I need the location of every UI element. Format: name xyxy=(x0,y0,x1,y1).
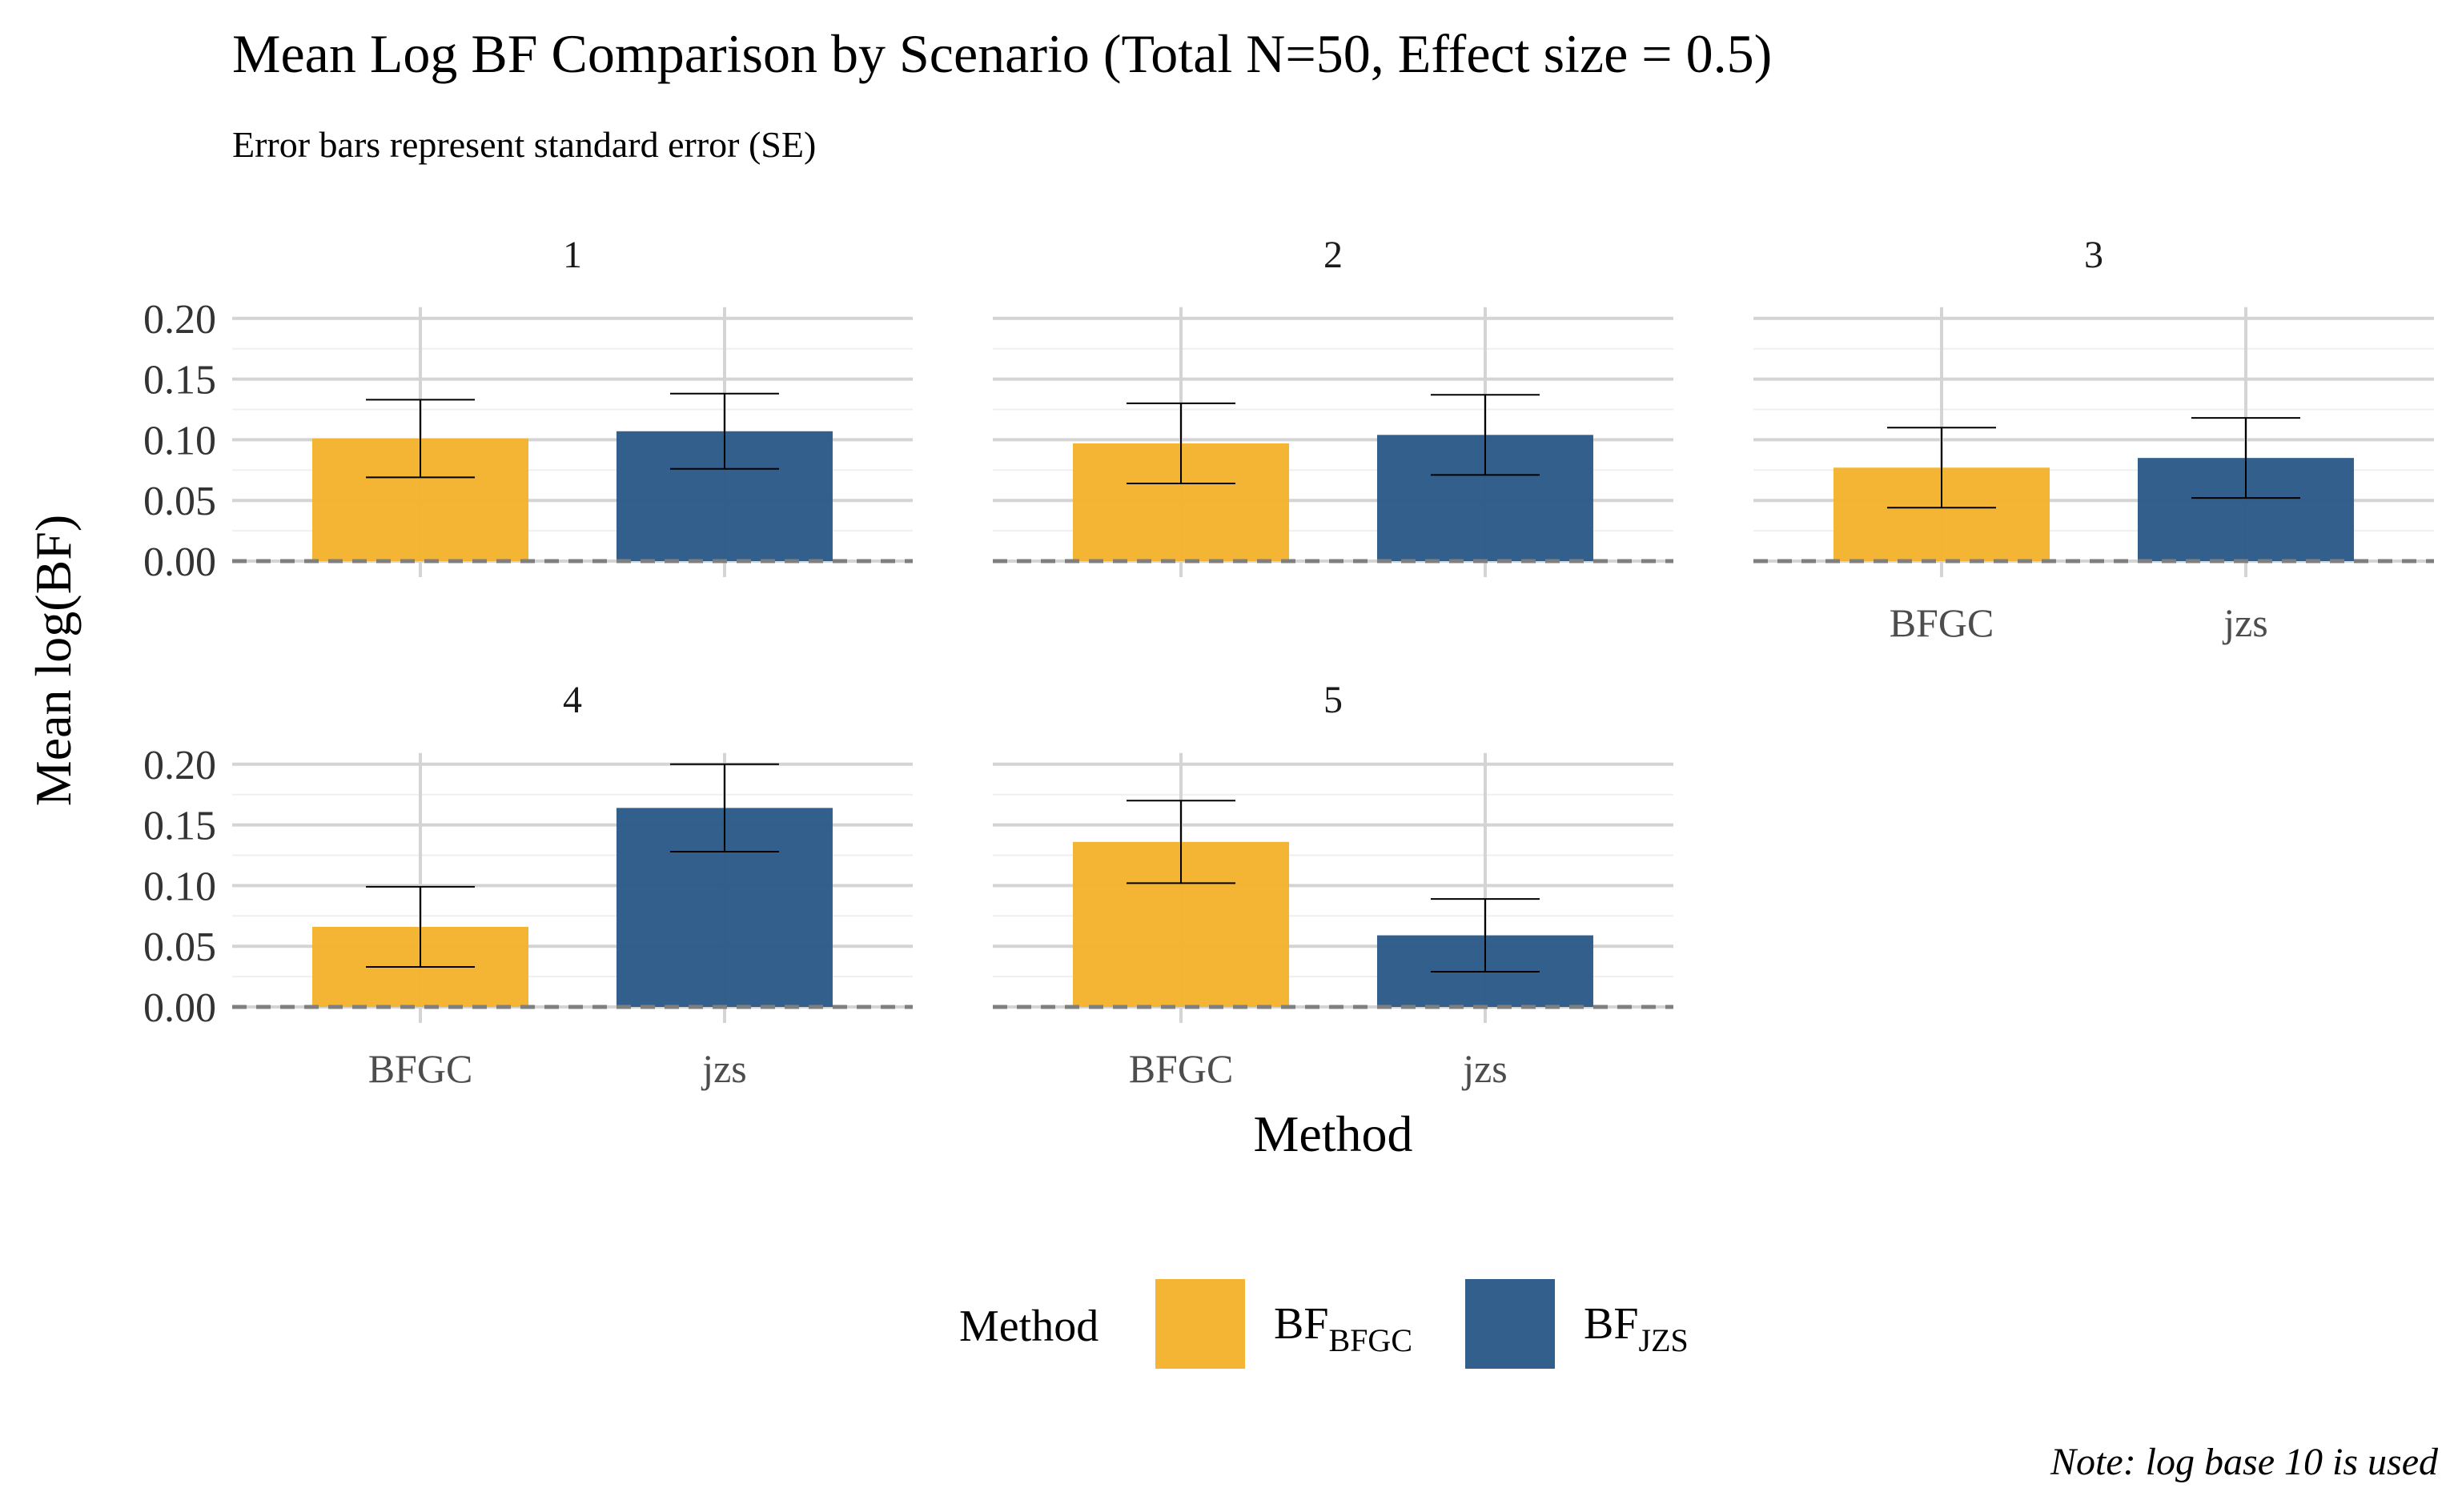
y-tick-label: 0.10 xyxy=(143,418,216,463)
y-tick-label: 0.20 xyxy=(143,297,216,343)
error-bar-BFGC-scenario-3 xyxy=(1887,427,1997,509)
y-tick-label: 0.20 xyxy=(143,743,216,788)
chart-subtitle: Error bars represent standard error (SE) xyxy=(232,124,816,165)
legend-swatch-jzs xyxy=(1465,1279,1555,1369)
y-tick-label: 0.05 xyxy=(143,479,216,524)
x-tick-label: jzs xyxy=(701,1046,747,1091)
error-bar-BFGC-scenario-5 xyxy=(1127,800,1236,884)
y-tick-label: 0.00 xyxy=(143,539,216,585)
facet-strip-label: 2 xyxy=(1323,234,1343,276)
legend-title: Method xyxy=(959,1301,1098,1351)
error-bar-jzs-scenario-2 xyxy=(1430,394,1540,476)
facet-panels: 1 0.00 0.05 0.10 0.15 0.20 2 3 BFGC jzs 4 0.00 0.05 0… xyxy=(143,234,2434,1091)
x-tick-label: jzs xyxy=(2222,600,2268,645)
facet-strip-label: 5 xyxy=(1323,679,1343,721)
y-tick-label: 0.05 xyxy=(143,924,216,970)
y-tick-label: 0.15 xyxy=(143,358,216,403)
error-bar-jzs-scenario-4 xyxy=(669,763,779,852)
facet-panel-5: 5 BFGC jzs xyxy=(993,679,1673,1091)
facet-strip-label: 1 xyxy=(563,234,582,276)
error-bar-jzs-scenario-3 xyxy=(2191,417,2300,499)
error-bar-jzs-scenario-5 xyxy=(1430,898,1540,973)
x-tick-label: BFGC xyxy=(368,1046,473,1091)
facet-panel-3: 3 BFGC jzs xyxy=(1753,234,2434,645)
x-tick-label: BFGC xyxy=(1890,600,1994,645)
y-axis-label: Mean log(BF) xyxy=(25,515,82,806)
y-tick-label: 0.10 xyxy=(143,864,216,909)
y-tick-label: 0.15 xyxy=(143,804,216,849)
error-bar-BFGC-scenario-4 xyxy=(366,885,476,968)
facet-panel-4: 4 0.00 0.05 0.10 0.15 0.20 BFGC jzs xyxy=(143,679,913,1091)
error-bar-BFGC-scenario-1 xyxy=(366,399,476,479)
legend-label-jzs: BFJZS xyxy=(1584,1299,1689,1358)
y-tick-label: 0.00 xyxy=(143,985,216,1031)
facet-strip-label: 4 xyxy=(563,679,582,721)
x-tick-label: BFGC xyxy=(1129,1046,1234,1091)
chart-caption: Note: log base 10 is used xyxy=(2050,1441,2439,1483)
legend-swatch-BFGC xyxy=(1155,1279,1245,1369)
legend: Method BFBFGC BFJZS xyxy=(959,1279,1689,1369)
legend-label-BFGC: BFBFGC xyxy=(1274,1299,1412,1358)
facet-panel-2: 2 xyxy=(993,234,1673,577)
x-axis-label: Method xyxy=(1253,1105,1412,1162)
x-tick-label: jzs xyxy=(1461,1046,1508,1091)
facet-strip-label: 3 xyxy=(2084,234,2103,276)
chart-title: Mean Log BF Comparison by Scenario (Tota… xyxy=(232,23,1772,84)
facet-panel-1: 1 0.00 0.05 0.10 0.15 0.20 xyxy=(143,234,913,585)
error-bar-jzs-scenario-1 xyxy=(669,392,779,470)
error-bar-BFGC-scenario-2 xyxy=(1127,402,1236,484)
